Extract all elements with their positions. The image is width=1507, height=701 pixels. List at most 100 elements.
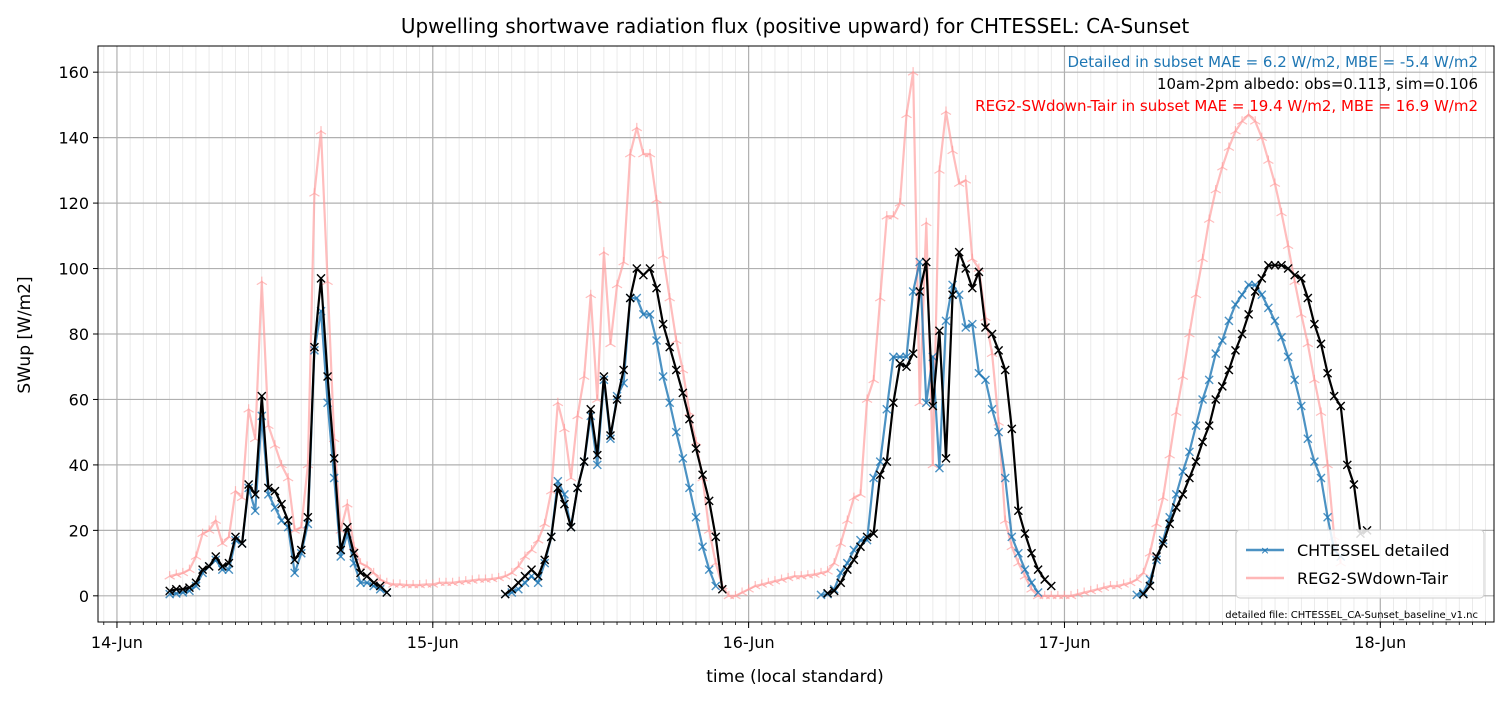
data-point (499, 571, 511, 580)
data-point (638, 309, 648, 319)
data-point (624, 149, 636, 158)
data-point (382, 588, 392, 598)
data-point (684, 414, 694, 424)
data-point (665, 398, 675, 408)
data-point (565, 473, 577, 482)
data-point (1177, 371, 1189, 381)
data-point (572, 410, 583, 420)
chart-title: Upwelling shortwave radiation flux (posi… (401, 14, 1190, 38)
data-point (217, 561, 227, 571)
y-tick-label: 100 (58, 260, 89, 279)
x-tick-label: 18-Jun (1354, 633, 1406, 652)
data-point (657, 250, 669, 259)
data-point (309, 188, 320, 197)
y-tick-label: 20 (69, 521, 89, 540)
data-point (1230, 300, 1240, 310)
x-tick-label: 16-Jun (723, 633, 775, 652)
data-point (703, 525, 715, 534)
data-point (210, 515, 222, 525)
data-point (651, 194, 662, 204)
data-point (224, 558, 234, 568)
data-point (612, 394, 622, 404)
data-point (440, 577, 452, 587)
data-point (290, 568, 300, 578)
data-point (1197, 253, 1208, 263)
data-point (263, 489, 273, 499)
data-point (869, 473, 879, 483)
data-point (902, 362, 912, 372)
data-point (276, 459, 287, 469)
data-point (1027, 548, 1037, 558)
legend-box (1235, 529, 1485, 599)
data-point (1230, 126, 1241, 135)
data-point (711, 532, 721, 542)
data-point (1045, 590, 1057, 600)
data-point (388, 579, 399, 588)
y-axis-label: SWup [W/m2] (15, 276, 35, 393)
data-point (361, 561, 373, 570)
data-point (934, 463, 944, 473)
annotation-albedo: 10am-2pm albedo: obs=0.113, sim=0.106 (1157, 75, 1478, 93)
data-point (171, 584, 181, 594)
data-point (994, 345, 1004, 355)
data-point (678, 453, 688, 463)
data-point (1257, 290, 1267, 300)
data-point (204, 561, 214, 571)
annotation-reg2-stats: REG2-SWdown-Tair in subset MAE = 19.4 W/… (975, 97, 1478, 115)
data-point (1171, 502, 1181, 512)
data-point (184, 583, 194, 593)
data-point (1211, 394, 1221, 404)
data-point (862, 532, 872, 542)
data-point (1323, 368, 1333, 378)
data-point (941, 316, 951, 326)
data-point (1315, 407, 1327, 417)
data-point (1257, 273, 1267, 283)
y-tick-label: 160 (58, 63, 89, 82)
data-point (645, 309, 655, 319)
data-point (250, 506, 260, 516)
data-point (987, 329, 997, 339)
data-point (559, 423, 570, 433)
data-point (342, 499, 353, 508)
data-point (855, 489, 866, 498)
data-point (1144, 548, 1156, 557)
data-point (1211, 349, 1221, 359)
data-point (1342, 460, 1352, 470)
data-point (1244, 309, 1254, 319)
data-point (177, 567, 189, 577)
series-line (169, 251, 1368, 596)
data-point (941, 453, 951, 463)
data-point (954, 247, 964, 257)
data-point (165, 586, 175, 596)
data-point (1052, 590, 1064, 600)
data-point (928, 401, 938, 411)
data-point (1039, 590, 1050, 600)
data-point (592, 450, 602, 460)
data-point (618, 257, 629, 266)
data-point (1171, 489, 1181, 499)
data-point (947, 145, 958, 155)
data-point (573, 483, 583, 493)
data-point (1230, 345, 1240, 355)
data-point (1151, 518, 1162, 528)
data-point (270, 486, 280, 496)
data-point (1138, 567, 1149, 577)
data-point (270, 502, 280, 512)
data-point (882, 457, 892, 467)
data-point (237, 538, 247, 548)
data-point (197, 528, 208, 538)
data-point (1236, 116, 1248, 125)
data-point (1329, 391, 1339, 401)
data-point (282, 473, 294, 482)
data-point (717, 584, 727, 594)
data-point (1033, 588, 1043, 598)
data-point (671, 365, 681, 375)
y-tick-label: 40 (69, 456, 89, 475)
data-point (1270, 260, 1280, 270)
data-point (1263, 303, 1273, 313)
grid-lines (98, 46, 1494, 622)
data-point (1027, 578, 1037, 588)
data-point (191, 578, 201, 588)
data-point (203, 525, 215, 534)
